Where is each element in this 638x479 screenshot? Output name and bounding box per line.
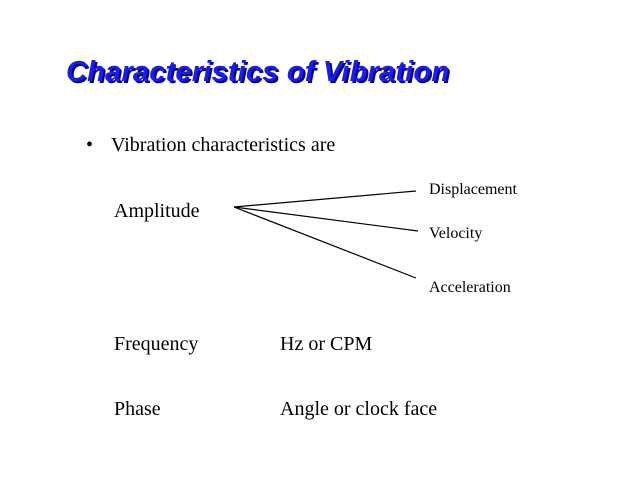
bullet-text: Vibration characteristics are: [111, 134, 336, 156]
frequency-value: Hz or CPM: [280, 333, 373, 355]
branch-line-displacement: [233, 190, 417, 208]
branch-label-velocity: Velocity: [429, 225, 483, 242]
bullet-marker: •: [86, 134, 94, 156]
phase-value: Angle or clock face: [280, 398, 438, 420]
branch-line-velocity: [233, 206, 419, 232]
slide-title: Characteristics of Vibration: [66, 56, 450, 88]
bullet-item: • Vibration characteristics are: [86, 134, 335, 157]
branch-label-acceleration: Acceleration: [429, 279, 511, 296]
phase-label: Phase: [114, 398, 161, 420]
branch-label-displacement: Displacement: [429, 181, 517, 198]
branch-line-acceleration: [233, 206, 417, 279]
frequency-label: Frequency: [114, 333, 199, 355]
amplitude-label: Amplitude: [114, 200, 200, 222]
